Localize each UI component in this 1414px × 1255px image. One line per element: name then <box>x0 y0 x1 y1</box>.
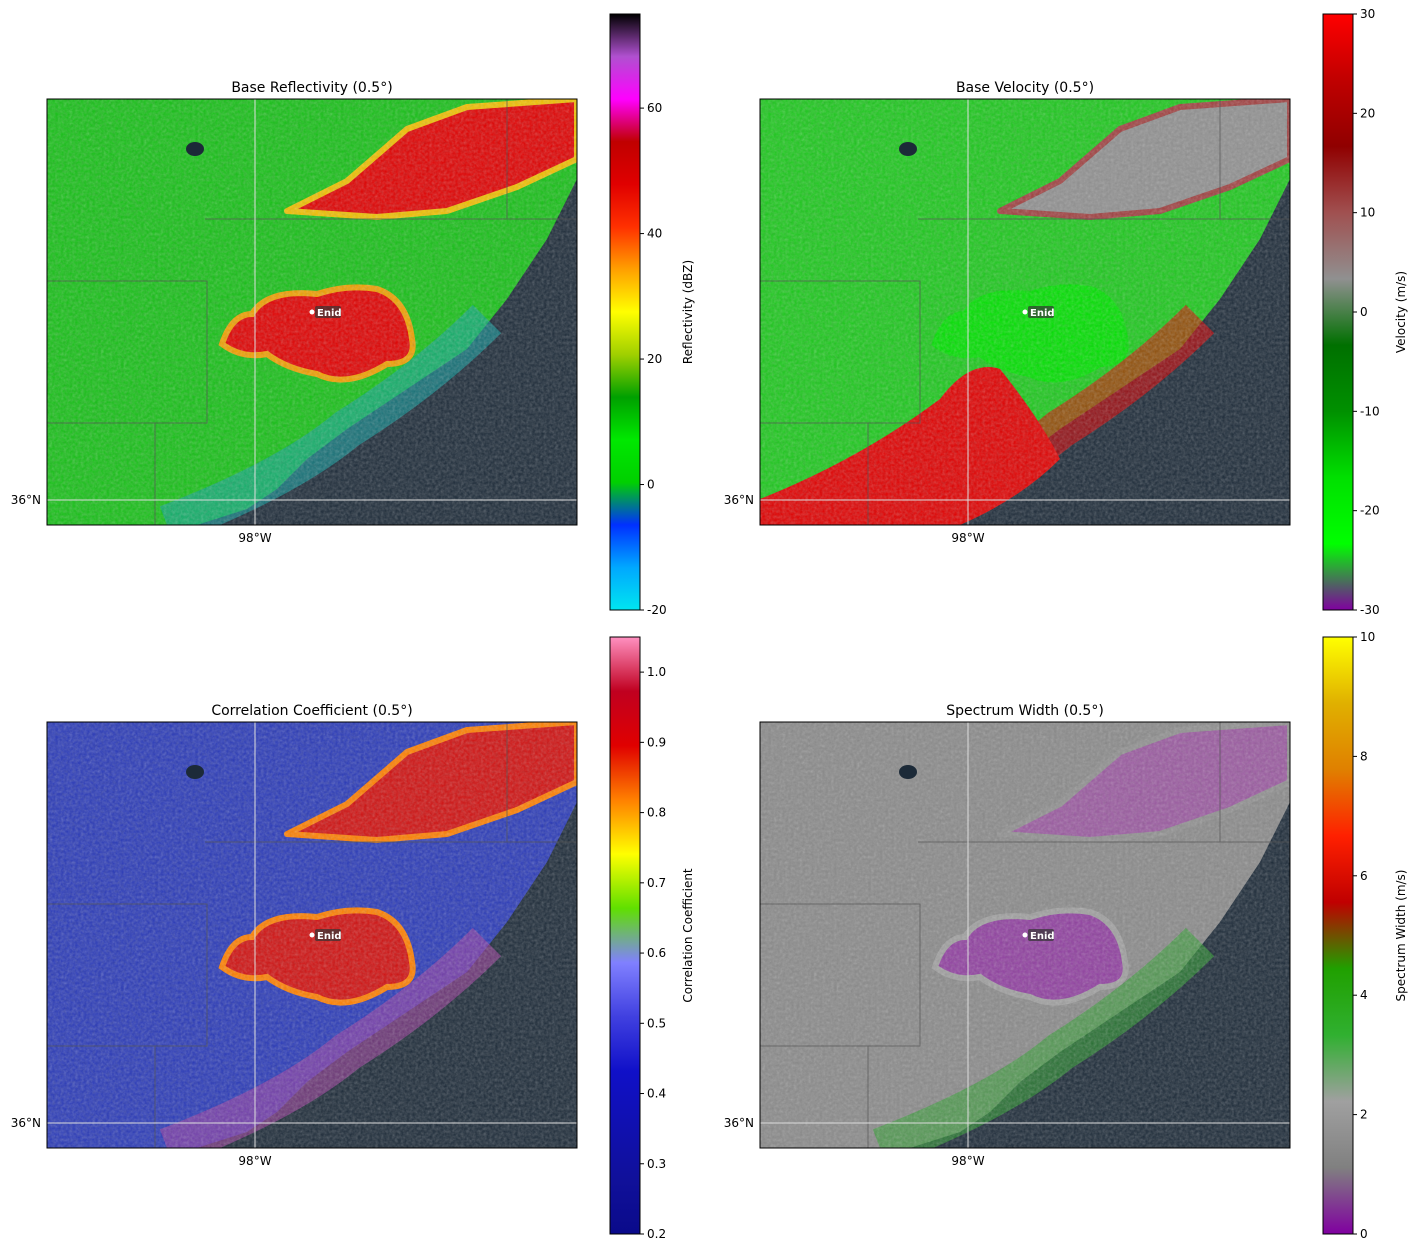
colorbar-label: Correlation Coefficient <box>681 868 695 1003</box>
colorbar-label: Spectrum Width (m/s) <box>1394 870 1408 1002</box>
colorbar-tick-label: 20 <box>1360 106 1375 120</box>
lon-label: 98°W <box>951 1154 984 1168</box>
panel-title: Base Velocity (0.5°) <box>956 80 1094 96</box>
lat-label: 36°N <box>724 1116 754 1130</box>
city-label: Enid <box>1030 308 1055 319</box>
city-label: Enid <box>317 931 342 942</box>
colorbar-tick-label: -10 <box>1360 404 1380 418</box>
state-border <box>760 99 1290 525</box>
colorbar-tick-label: 0 <box>1360 1227 1368 1241</box>
colorbar <box>609 636 641 1235</box>
map-frame <box>759 721 1291 1149</box>
radar-map: Enid <box>47 99 577 525</box>
panel-title: Spectrum Width (0.5°) <box>946 703 1104 719</box>
colorbar-tick-label: 40 <box>647 227 662 241</box>
map-frame <box>46 98 578 526</box>
colorbar-tick-label: -20 <box>1360 504 1380 518</box>
lat-label: 36°N <box>724 493 754 507</box>
state-border <box>47 722 577 1148</box>
colorbar-tick-label: 1.0 <box>647 665 666 679</box>
colorbar-tick-label: -20 <box>647 603 667 617</box>
city-dot <box>309 932 315 938</box>
colorbar-tick-label: 0.6 <box>647 946 666 960</box>
panel-title: Correlation Coefficient (0.5°) <box>211 703 412 719</box>
city-dot <box>1022 932 1028 938</box>
colorbar-tick-label: 0.2 <box>647 1227 666 1241</box>
colorbar-tick-label: 0.3 <box>647 1157 666 1171</box>
lat-label: 36°N <box>11 1116 41 1130</box>
colorbar-tick-label: 2 <box>1360 1108 1368 1122</box>
colorbar-label: Reflectivity (dBZ) <box>681 260 695 364</box>
colorbar <box>1322 636 1354 1235</box>
city-label-bg <box>315 306 341 318</box>
colorbar-tick-label: 0.4 <box>647 1087 666 1101</box>
city-label-bg <box>315 929 341 941</box>
city-label: Enid <box>317 308 342 319</box>
radar-map: Enid <box>760 99 1290 525</box>
lon-label: 98°W <box>238 531 271 545</box>
colorbar-tick-label: -30 <box>1360 603 1380 617</box>
colorbar <box>609 13 641 611</box>
radar-map: Enid <box>47 722 577 1148</box>
colorbar-tick-label: 8 <box>1360 749 1368 763</box>
state-border <box>47 99 577 525</box>
colorbar-tick-label: 30 <box>1360 7 1375 21</box>
radar-site <box>186 142 204 156</box>
map-frame <box>759 98 1291 526</box>
colorbar-label: Velocity (m/s) <box>1394 271 1408 353</box>
colorbar-tick-label: 0 <box>647 478 655 492</box>
radar-map: Enid <box>760 722 1290 1148</box>
colorbar-tick-label: 6 <box>1360 869 1368 883</box>
city-label: Enid <box>1030 931 1055 942</box>
map-frame <box>46 721 578 1149</box>
lat-label: 36°N <box>11 493 41 507</box>
lon-label: 98°W <box>951 531 984 545</box>
city-label-bg <box>1028 306 1054 318</box>
colorbar-tick-label: 0.9 <box>647 735 666 749</box>
state-border <box>760 722 1290 1148</box>
panel-title: Base Reflectivity (0.5°) <box>231 80 392 96</box>
colorbar-tick-label: 0 <box>1360 305 1368 319</box>
radar-site <box>899 142 917 156</box>
colorbar-tick-label: 10 <box>1360 206 1375 220</box>
colorbar-tick-label: 0.8 <box>647 806 666 820</box>
city-label-bg <box>1028 929 1054 941</box>
colorbar-tick-label: 60 <box>647 101 662 115</box>
colorbar <box>1322 13 1354 611</box>
city-dot <box>1022 309 1028 315</box>
city-dot <box>309 309 315 315</box>
colorbar-tick-label: 20 <box>647 352 662 366</box>
colorbar-tick-label: 4 <box>1360 988 1368 1002</box>
colorbar-tick-label: 10 <box>1360 630 1375 644</box>
colorbar-tick-label: 0.5 <box>647 1016 666 1030</box>
radar-site <box>899 765 917 779</box>
radar-site <box>186 765 204 779</box>
colorbar-tick-label: 0.7 <box>647 876 666 890</box>
lon-label: 98°W <box>238 1154 271 1168</box>
